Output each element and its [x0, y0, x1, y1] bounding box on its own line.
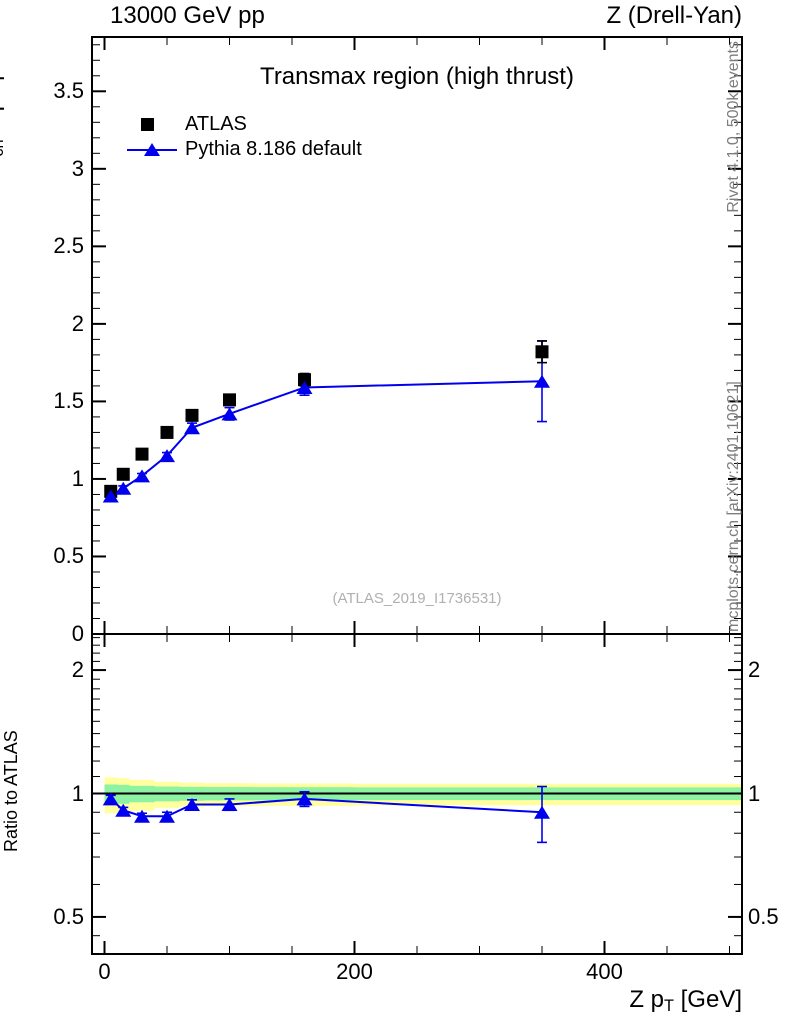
x-axis-label: Z pT [GeV] — [629, 986, 742, 1016]
atlas-data-point — [298, 373, 311, 387]
pythia-data-point — [115, 481, 132, 495]
main-y-axis-label: <Nch/dη dφ> — [0, 56, 8, 188]
ratio-data-point — [221, 798, 238, 812]
mcplots-reference-note: mcplots.cern.ch [arXiv:2401.10621] — [725, 381, 742, 632]
atlas-data-point — [535, 345, 549, 359]
pythia-data-point — [102, 489, 119, 503]
atlas-data-point — [223, 393, 236, 407]
ratio-data-point — [534, 805, 550, 819]
main-y-tick-label: 1 — [71, 465, 84, 491]
process-label: Z (Drell-Yan) — [606, 2, 742, 29]
pythia-data-point — [134, 469, 150, 483]
ratio-y-tick-label-right: 0.5 — [748, 903, 779, 929]
main-y-tick-label: 0.5 — [53, 543, 84, 569]
pythia-line — [110, 380, 543, 497]
legend: ATLAS Pythia 8.186 default — [127, 112, 362, 162]
legend-row-pythia: Pythia 8.186 default — [127, 137, 362, 162]
ratio-data-point — [102, 792, 119, 806]
atlas-square-marker-icon — [127, 112, 177, 137]
pythia-data-point — [159, 449, 175, 463]
plot-title: Transmax region (high thrust) — [260, 63, 574, 90]
ratio-panel-frame — [91, 633, 743, 955]
x-tick-label: 0 — [98, 959, 111, 984]
beam-energy-label: 13000 GeV pp — [110, 2, 265, 29]
ratio-data-point — [134, 809, 150, 823]
ratio-data-point — [184, 798, 200, 812]
ratio-y-axis-label: Ratio to ATLAS — [1, 730, 21, 852]
pythia-line-triangle-marker-icon — [127, 137, 177, 162]
analysis-id-watermark: (ATLAS_2019_I1736531) — [332, 590, 502, 607]
main-y-tick-label: 3.5 — [53, 78, 84, 104]
ratio-data-point — [159, 809, 175, 823]
pythia-data-point — [534, 374, 550, 388]
ratio-y-tick-label-right: 1 — [748, 780, 761, 806]
main-y-tick-label: 3 — [71, 155, 84, 181]
ratio-y-tick-label-right: 2 — [748, 657, 761, 683]
main-y-tick-label: 1.5 — [53, 388, 84, 414]
atlas-data-point — [135, 447, 149, 461]
main-y-tick-label: 0 — [71, 621, 84, 646]
pythia-data-point — [296, 380, 313, 394]
legend-label-pythia: Pythia 8.186 default — [185, 138, 362, 160]
ratio-y-tick-label-left: 0.5 — [53, 903, 84, 929]
pythia-data-point — [184, 421, 200, 435]
legend-row-atlas: ATLAS — [127, 112, 362, 137]
atlas-data-point — [116, 467, 130, 481]
ratio-y-tick-label-left: 2 — [71, 657, 84, 683]
ratio-data-point — [115, 803, 132, 817]
rivet-version-note: Rivet 4.1.0, 500k events — [725, 41, 742, 213]
x-tick-label: 200 — [336, 959, 373, 984]
ratio-data-point — [296, 792, 313, 806]
main-y-tick-label: 2.5 — [53, 233, 84, 259]
atlas-data-point — [185, 408, 199, 422]
ratio-y-tick-label-left: 1 — [71, 780, 84, 806]
main-y-tick-label: 2 — [71, 310, 84, 336]
atlas-data-point — [160, 425, 174, 439]
pythia-data-point — [221, 407, 238, 421]
x-tick-label: 400 — [586, 959, 623, 984]
legend-label-atlas: ATLAS — [185, 113, 247, 135]
